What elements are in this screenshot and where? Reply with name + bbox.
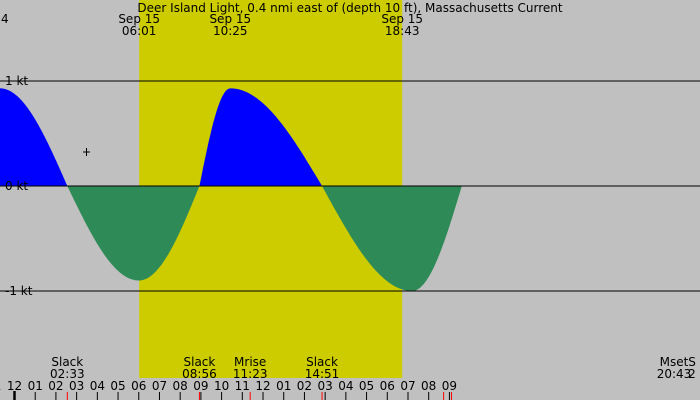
bottom-event-time: 08:56 <box>182 367 217 381</box>
bottom-event-name: Slack <box>184 355 216 369</box>
top-event-time: 10:25 <box>213 24 248 38</box>
hour-tick-label: 11 <box>235 379 250 393</box>
current-area-layer <box>0 88 462 291</box>
flood-area <box>199 88 322 186</box>
hour-tick-label: 08 <box>173 379 188 393</box>
top-event-time: 06:01 <box>122 24 157 38</box>
hour-tick-label: 03 <box>69 379 84 393</box>
ebb-area <box>322 186 462 291</box>
flood-area <box>0 88 68 186</box>
hour-tick-label: 09 <box>193 379 208 393</box>
bottom-event-time: 20:43 <box>657 367 692 381</box>
hour-tick-label: 03 <box>318 379 333 393</box>
bottom-event-name: S <box>688 355 696 369</box>
hour-tick-label: 06 <box>131 379 146 393</box>
top-event-time: 18:43 <box>385 24 420 38</box>
y-tick-label: -1 kt <box>5 284 33 298</box>
bottom-event-time: 14:51 <box>305 367 340 381</box>
hour-tick-label: 12 <box>7 379 22 393</box>
hour-tick-label: 09 <box>442 379 457 393</box>
top-event-date: Sep 15 <box>209 12 251 26</box>
hour-tick-label: 02 <box>48 379 63 393</box>
hour-tick-label: 02 <box>297 379 312 393</box>
hour-tick-label: 07 <box>400 379 415 393</box>
hour-tick-label: 01 <box>276 379 291 393</box>
hour-tick-label: 05 <box>110 379 125 393</box>
hour-tick-label: 07 <box>152 379 167 393</box>
bottom-event-name: Mrise <box>234 355 266 369</box>
bottom-event-time: 02:33 <box>50 367 85 381</box>
y-tick-label: 0 kt <box>5 179 28 193</box>
gridline-layer <box>0 80 700 400</box>
ebb-area <box>67 186 200 281</box>
top-edge-fragment: 4 <box>1 12 9 26</box>
y-tick-label: 1 kt <box>5 74 28 88</box>
bottom-event-time: 11:23 <box>233 367 268 381</box>
bottom-event-name: Slack <box>51 355 83 369</box>
bottom-event-name: Mset <box>660 355 689 369</box>
hour-tick-label: 01 <box>28 379 43 393</box>
hour-tick-label: 11 <box>0 379 1 393</box>
hour-tick-label: 04 <box>338 379 353 393</box>
bottom-event-name: Slack <box>306 355 338 369</box>
hour-tick-label: 05 <box>359 379 374 393</box>
top-event-date: Sep 15 <box>381 12 423 26</box>
bottom-event-time: 2 <box>688 367 696 381</box>
hour-tick-label: 06 <box>380 379 395 393</box>
hour-tick-label: 10 <box>214 379 229 393</box>
chart-title: Deer Island Light, 0.4 nmi east of (dept… <box>137 1 562 15</box>
hour-tick-label: 12 <box>255 379 270 393</box>
hour-tick-label: 08 <box>421 379 436 393</box>
top-event-date: Sep 15 <box>118 12 160 26</box>
hour-tick-label: 04 <box>90 379 105 393</box>
